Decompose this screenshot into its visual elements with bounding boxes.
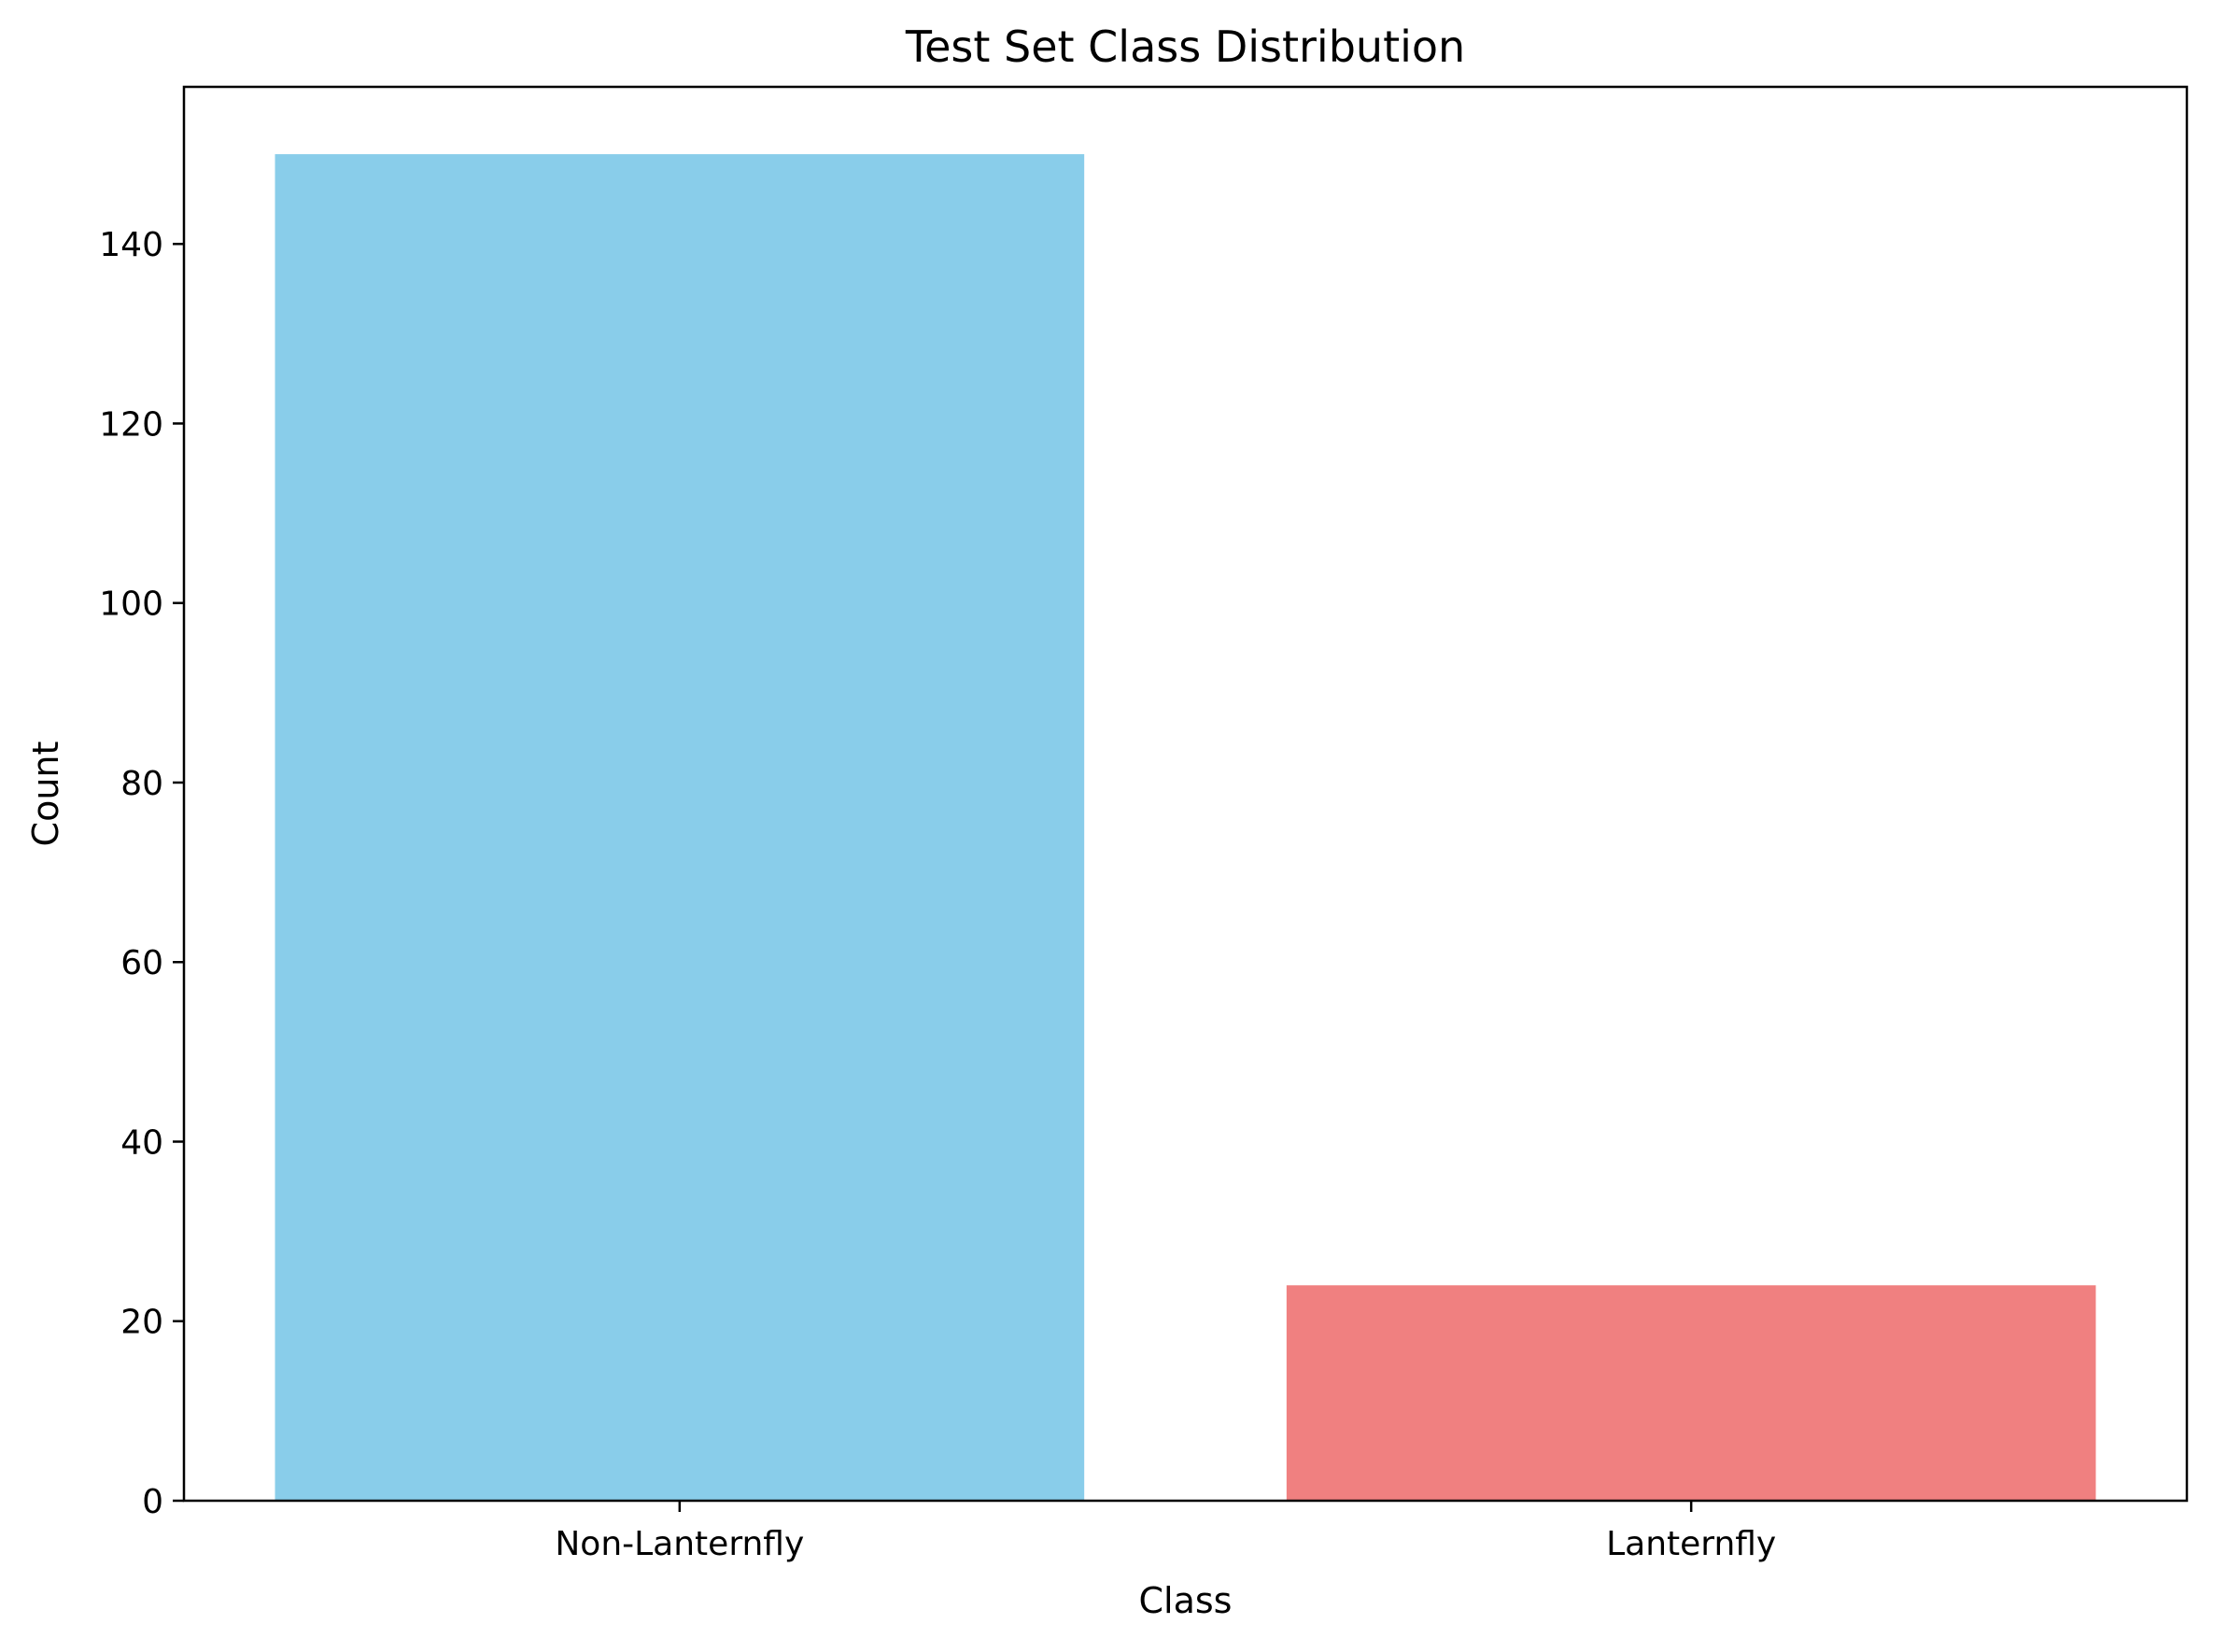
chart-title: Test Set Class Distribution xyxy=(905,21,1465,72)
y-tick-label: 120 xyxy=(99,405,163,444)
y-ticks: 0 20 40 60 80 100 120 140 xyxy=(99,226,184,1521)
y-tick-label: 40 xyxy=(120,1123,163,1162)
y-tick-label: 60 xyxy=(120,944,163,982)
x-axis-label: Class xyxy=(1139,1580,1233,1621)
y-axis-label: Count xyxy=(25,741,66,847)
x-tick-label: Lanternfly xyxy=(1606,1525,1776,1563)
x-tick-label: Non-Lanternfly xyxy=(555,1525,804,1563)
axes-layer xyxy=(182,85,2189,1503)
bars-layer xyxy=(275,154,2096,1502)
y-tick-label: 140 xyxy=(99,226,163,264)
y-tick-label: 80 xyxy=(120,765,163,803)
y-tick-label: 20 xyxy=(120,1304,163,1342)
y-tick-label: 0 xyxy=(142,1483,163,1521)
bar-non-lanternfly xyxy=(275,154,1085,1502)
plot-frame xyxy=(182,85,2189,1503)
bar-lanternfly xyxy=(1286,1285,2096,1501)
x-ticks: Non-Lanternfly Lanternfly xyxy=(555,1501,1776,1563)
y-tick-label: 100 xyxy=(99,586,163,624)
